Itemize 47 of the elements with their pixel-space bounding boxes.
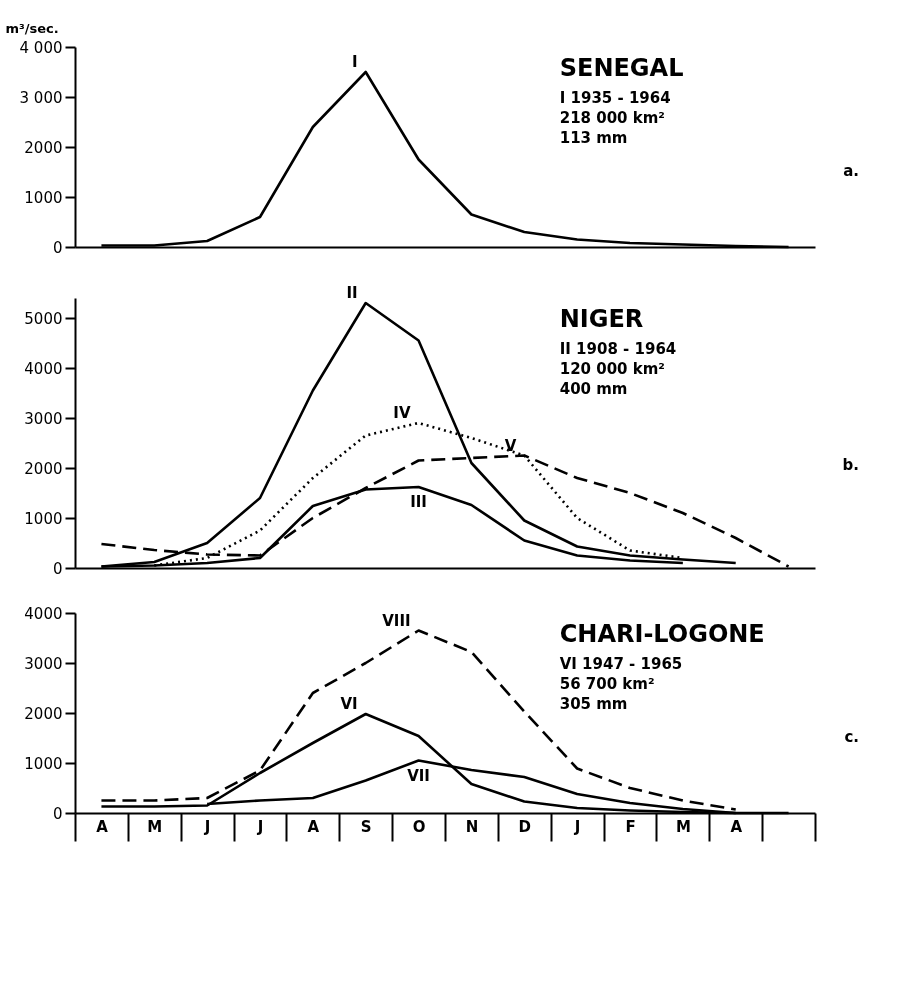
y-tick-label: 1000 bbox=[24, 754, 63, 773]
x-tick-label: M bbox=[147, 817, 163, 836]
series-label: V bbox=[504, 436, 517, 455]
y-tick-label: 4 000 bbox=[19, 38, 63, 57]
y-tick-label: 1000 bbox=[24, 509, 63, 528]
chart-title: SENEGAL bbox=[559, 54, 684, 82]
x-tick-label: J bbox=[256, 817, 264, 836]
x-tick-label: J bbox=[203, 817, 211, 836]
y-tick-label: 5000 bbox=[24, 309, 63, 328]
y-tick-label: 3 000 bbox=[19, 88, 63, 107]
x-tick-label: J bbox=[573, 817, 581, 836]
y-tick-label: 3000 bbox=[24, 654, 63, 673]
series-label: VIII bbox=[382, 611, 411, 630]
x-tick-label: S bbox=[360, 817, 372, 836]
y-tick-label: 4000 bbox=[24, 359, 63, 378]
y-tick-label: 4000 bbox=[24, 604, 63, 623]
text: b. bbox=[842, 456, 859, 475]
x-tick-label: O bbox=[412, 817, 426, 836]
series-label: I bbox=[352, 53, 358, 71]
x-tick-label: D bbox=[518, 817, 532, 836]
y-tick-label: 0 bbox=[52, 559, 63, 578]
x-tick-label: A bbox=[96, 817, 109, 836]
y-tick-label: 3000 bbox=[24, 409, 63, 428]
y-axis-title: m³/sec. bbox=[5, 20, 59, 36]
x-tick-label: M bbox=[675, 817, 691, 836]
chart-title: CHARI-LOGONE bbox=[559, 620, 765, 648]
x-tick-label: F bbox=[625, 817, 636, 836]
y-tick-label: 1000 bbox=[24, 188, 63, 207]
series-label: VI bbox=[340, 695, 358, 713]
text: I 1935 - 1964 218 000 km² 113 mm bbox=[559, 89, 671, 147]
y-tick-label: 0 bbox=[52, 804, 63, 823]
y-tick-label: 2000 bbox=[24, 138, 63, 157]
x-tick-label: N bbox=[465, 817, 479, 836]
chart-title: NIGER bbox=[559, 305, 644, 333]
text: II 1908 - 1964 120 000 km² 400 mm bbox=[559, 340, 677, 398]
y-tick-label: 2000 bbox=[24, 704, 63, 723]
x-tick-label: A bbox=[730, 817, 743, 836]
text: VI 1947 - 1965 56 700 km² 305 mm bbox=[559, 655, 683, 713]
series-label: II bbox=[346, 284, 358, 302]
series-label: III bbox=[410, 493, 427, 511]
x-tick-label: A bbox=[307, 817, 320, 836]
series-label: IV bbox=[393, 404, 411, 422]
text: c. bbox=[844, 728, 859, 746]
series-label: VII bbox=[407, 766, 430, 785]
y-tick-label: 0 bbox=[52, 238, 63, 257]
text: a. bbox=[843, 162, 859, 180]
y-tick-label: 2000 bbox=[24, 459, 63, 478]
